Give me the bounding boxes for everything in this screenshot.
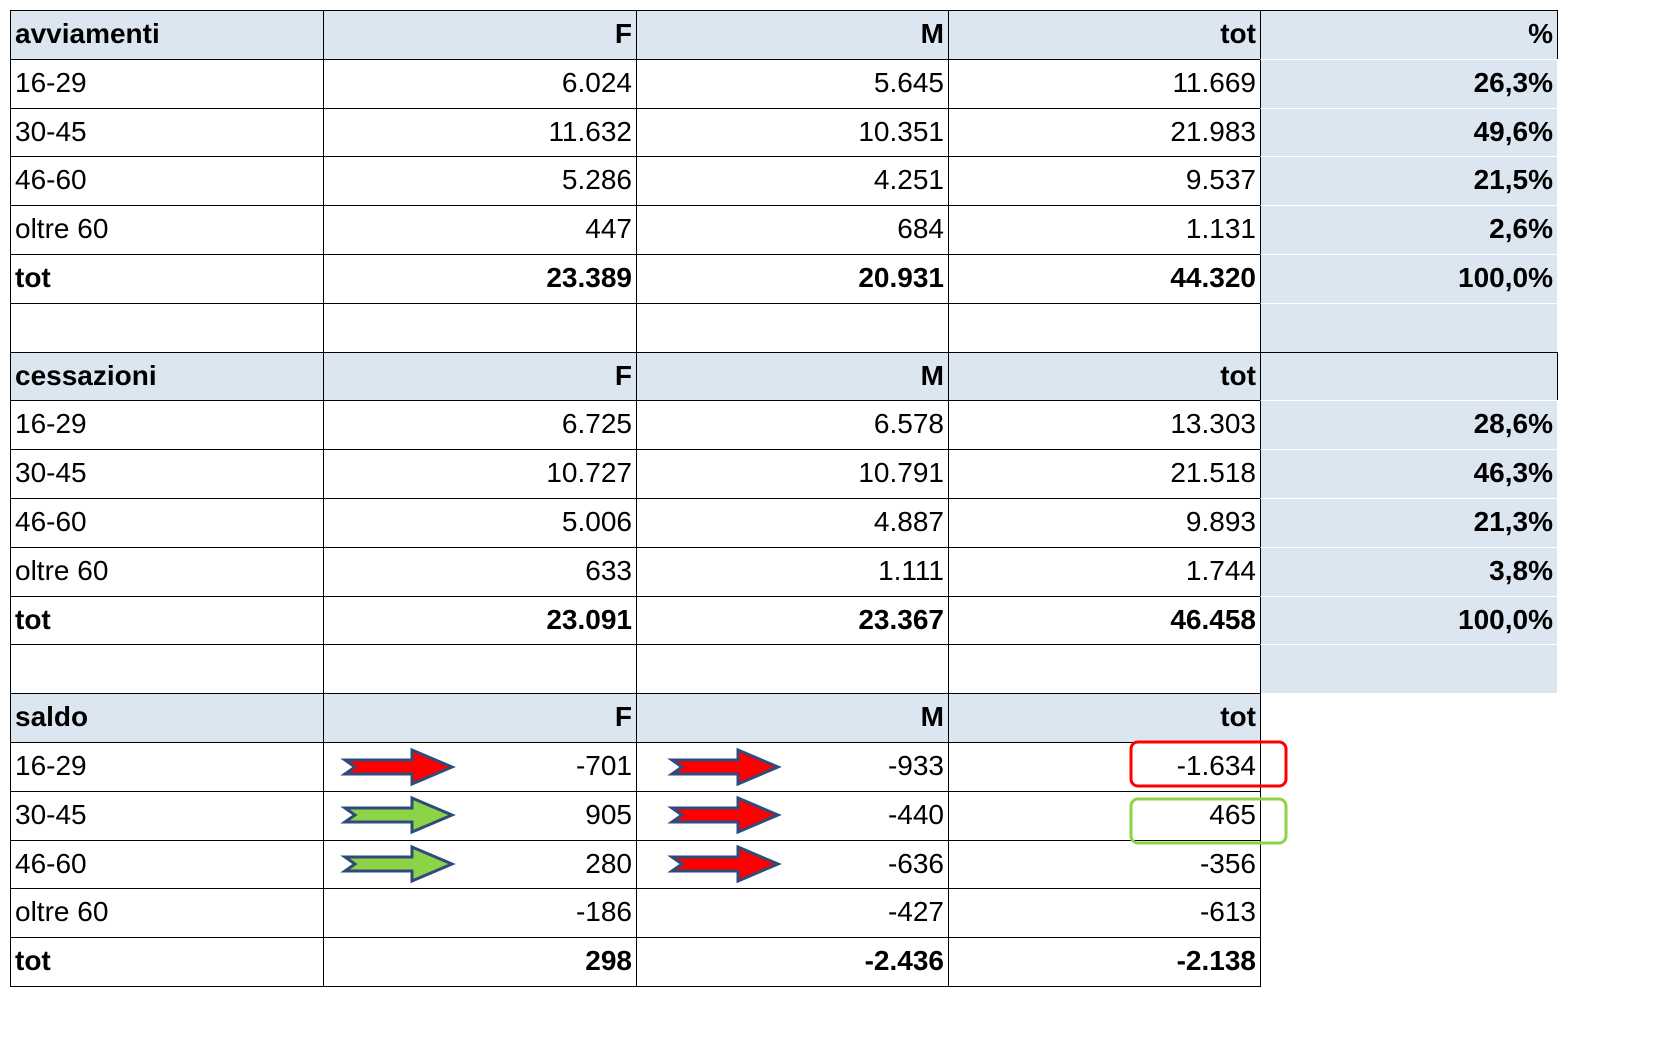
value-cell: 100,0%	[1260, 595, 1558, 646]
header-cell: tot	[948, 10, 1261, 60]
value-cell: 11.669	[948, 58, 1261, 109]
value-cell: 10.791	[636, 449, 949, 499]
value-cell: 23.389	[323, 254, 637, 304]
value-cell: 13.303	[948, 400, 1261, 451]
value-cell: -427	[636, 888, 949, 939]
value-cell: 10.351	[636, 107, 949, 158]
value-cell: -636	[636, 839, 949, 890]
header-cell: saldo	[10, 693, 324, 743]
header-cell: avviamenti	[10, 10, 324, 60]
value-cell: 633	[323, 546, 637, 597]
value-cell: 1.744	[948, 546, 1261, 597]
value-cell: 298	[323, 937, 637, 987]
value-cell: 5.645	[636, 58, 949, 109]
value-cell: -2.138	[948, 937, 1261, 987]
blank-cell	[10, 644, 324, 695]
row-label: tot	[10, 937, 324, 987]
value-cell: 26,3%	[1260, 58, 1558, 109]
blank-cell	[636, 644, 949, 695]
row-label: 16-29	[10, 400, 324, 451]
value-cell: -186	[323, 888, 637, 939]
value-cell: 6.578	[636, 400, 949, 451]
blank-cell	[1260, 644, 1558, 695]
row-label: tot	[10, 595, 324, 646]
blank-cell	[948, 302, 1261, 353]
value-cell: 21,3%	[1260, 498, 1558, 548]
row-label: 46-60	[10, 156, 324, 207]
value-cell: 1.111	[636, 546, 949, 597]
value-cell: -1.634	[948, 742, 1261, 792]
header-cell: M	[636, 693, 949, 743]
value-cell: 4.887	[636, 498, 949, 548]
header-cell	[1260, 351, 1558, 402]
value-cell: 280	[323, 839, 637, 890]
value-cell: 4.251	[636, 156, 949, 207]
row-label: 16-29	[10, 742, 324, 792]
row-label: 46-60	[10, 498, 324, 548]
value-cell: 46.458	[948, 595, 1261, 646]
blank-cell	[948, 644, 1261, 695]
value-cell: -356	[948, 839, 1261, 890]
header-cell: cessazioni	[10, 351, 324, 402]
value-cell: 28,6%	[1260, 400, 1558, 451]
blank-cell	[323, 302, 637, 353]
value-cell: -613	[948, 888, 1261, 939]
row-label: 46-60	[10, 839, 324, 890]
value-cell: 100,0%	[1260, 254, 1558, 304]
value-cell: -2.436	[636, 937, 949, 987]
header-cell: F	[323, 693, 637, 743]
row-label: oltre 60	[10, 546, 324, 597]
value-cell: 23.367	[636, 595, 949, 646]
header-cell: F	[323, 10, 637, 60]
blank-cell	[1260, 302, 1558, 353]
value-cell: 46,3%	[1260, 449, 1558, 499]
value-cell: 44.320	[948, 254, 1261, 304]
row-label: tot	[10, 254, 324, 304]
header-cell: M	[636, 10, 949, 60]
value-cell: 23.091	[323, 595, 637, 646]
value-cell: 6.725	[323, 400, 637, 451]
header-cell: F	[323, 351, 637, 402]
value-cell: 1.131	[948, 205, 1261, 255]
row-label: 30-45	[10, 790, 324, 841]
value-cell: 21.518	[948, 449, 1261, 499]
row-label: 30-45	[10, 107, 324, 158]
value-cell: 5.286	[323, 156, 637, 207]
header-cell: tot	[948, 351, 1261, 402]
header-cell: M	[636, 351, 949, 402]
value-cell: -933	[636, 742, 949, 792]
value-cell: 6.024	[323, 58, 637, 109]
value-cell: 21,5%	[1260, 156, 1558, 207]
header-cell: tot	[948, 693, 1261, 743]
value-cell: 3,8%	[1260, 546, 1558, 597]
blank-cell	[323, 644, 637, 695]
value-cell: 9.537	[948, 156, 1261, 207]
value-cell: 2,6%	[1260, 205, 1558, 255]
value-cell: 21.983	[948, 107, 1261, 158]
value-cell: 9.893	[948, 498, 1261, 548]
value-cell: 11.632	[323, 107, 637, 158]
value-cell: 10.727	[323, 449, 637, 499]
row-label: oltre 60	[10, 205, 324, 255]
value-cell: 5.006	[323, 498, 637, 548]
blank-cell	[10, 302, 324, 353]
value-cell: 465	[948, 790, 1261, 841]
blank-cell	[636, 302, 949, 353]
value-cell: 447	[323, 205, 637, 255]
value-cell: 684	[636, 205, 949, 255]
value-cell: -701	[323, 742, 637, 792]
header-cell: %	[1260, 10, 1558, 60]
value-cell: 20.931	[636, 254, 949, 304]
row-label: 16-29	[10, 58, 324, 109]
row-label: 30-45	[10, 449, 324, 499]
value-cell: -440	[636, 790, 949, 841]
value-cell: 905	[323, 790, 637, 841]
row-label: oltre 60	[10, 888, 324, 939]
value-cell: 49,6%	[1260, 107, 1558, 158]
